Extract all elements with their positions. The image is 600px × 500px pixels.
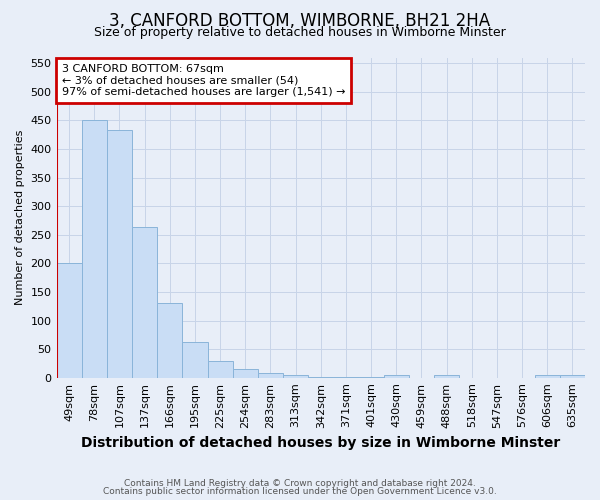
Bar [258, 372, 283, 378]
Text: 3, CANFORD BOTTOM, WIMBORNE, BH21 2HA: 3, CANFORD BOTTOM, WIMBORNE, BH21 2HA [109, 12, 491, 30]
Bar [334, 376, 359, 378]
Bar [535, 375, 560, 378]
Bar [208, 360, 233, 378]
Text: Size of property relative to detached houses in Wimborne Minster: Size of property relative to detached ho… [94, 26, 506, 39]
Bar [560, 375, 585, 378]
Text: 3 CANFORD BOTTOM: 67sqm
← 3% of detached houses are smaller (54)
97% of semi-det: 3 CANFORD BOTTOM: 67sqm ← 3% of detached… [62, 64, 346, 97]
X-axis label: Distribution of detached houses by size in Wimborne Minster: Distribution of detached houses by size … [81, 436, 560, 450]
Bar [434, 375, 459, 378]
Bar [308, 376, 334, 378]
Y-axis label: Number of detached properties: Number of detached properties [15, 130, 25, 306]
Bar [132, 228, 157, 378]
Bar [157, 304, 182, 378]
Bar [283, 375, 308, 378]
Bar [383, 375, 409, 378]
Bar [107, 130, 132, 378]
Bar [182, 342, 208, 378]
Text: Contains HM Land Registry data © Crown copyright and database right 2024.: Contains HM Land Registry data © Crown c… [124, 478, 476, 488]
Bar [359, 376, 383, 378]
Bar [82, 120, 107, 378]
Text: Contains public sector information licensed under the Open Government Licence v3: Contains public sector information licen… [103, 487, 497, 496]
Bar [233, 369, 258, 378]
Bar [56, 264, 82, 378]
